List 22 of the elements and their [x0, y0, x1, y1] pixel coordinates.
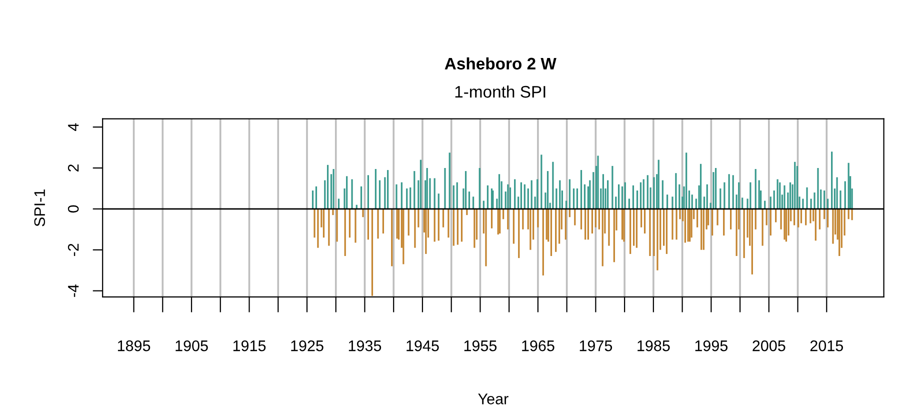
- x-tick-label: 1995: [695, 340, 728, 352]
- x-tick-label: 1965: [522, 340, 554, 352]
- y-tick-label: -4: [68, 284, 79, 297]
- x-tick-label: 1955: [464, 340, 497, 352]
- x-tick-label: 1925: [291, 340, 324, 352]
- chart-subtitle: 1-month SPI: [455, 85, 546, 98]
- chart-title: Asheboro 2 W: [444, 57, 556, 70]
- y-tick-label: 2: [68, 164, 79, 172]
- y-tick-label: -2: [68, 244, 79, 256]
- x-tick-label: 2005: [752, 340, 786, 352]
- x-axis-title: Year: [478, 394, 508, 404]
- x-tick-label: 1915: [233, 340, 266, 352]
- x-tick-label: 1985: [638, 340, 670, 352]
- x-tick-label: 2015: [810, 340, 843, 352]
- x-tick-label: 1975: [580, 340, 612, 352]
- x-tick-label: 1895: [118, 340, 150, 352]
- y-tick-label: 4: [68, 123, 79, 131]
- y-tick-label: 0: [68, 205, 79, 213]
- y-axis-title: SPI-1: [34, 190, 46, 226]
- x-tick-label: 1935: [348, 340, 382, 352]
- x-tick-label: 1905: [176, 340, 208, 352]
- x-tick-label: 1945: [406, 340, 439, 352]
